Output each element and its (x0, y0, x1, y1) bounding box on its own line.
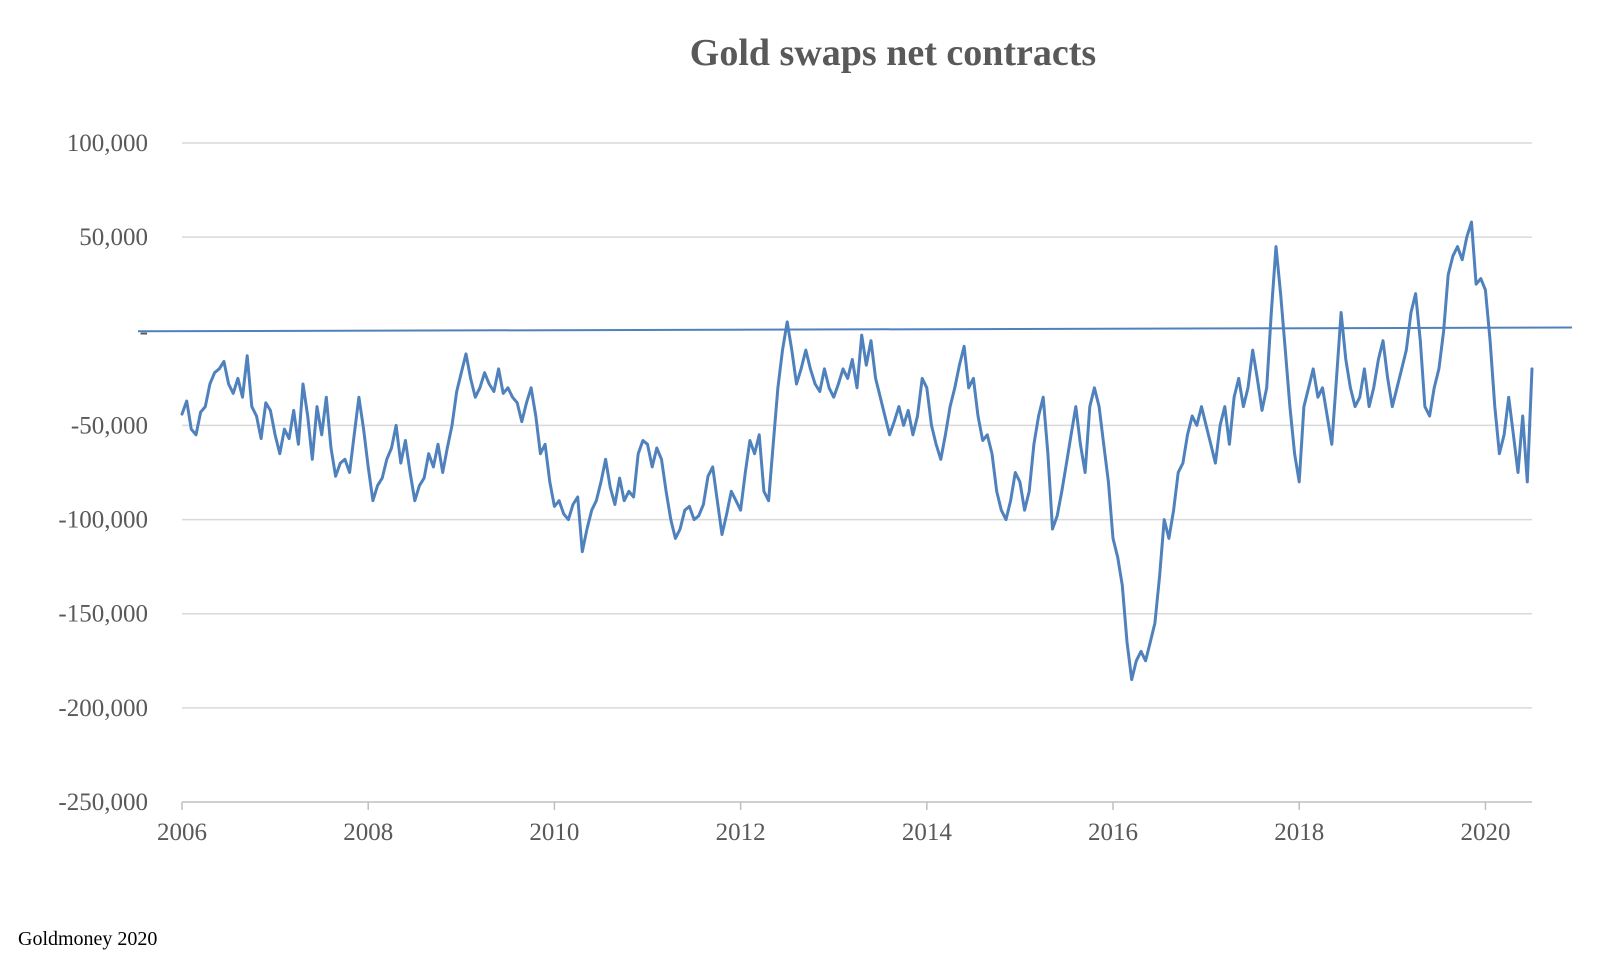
x-tick-label: 2018 (1274, 819, 1324, 846)
source-note: Goldmoney 2020 (18, 928, 158, 950)
x-axis: 2006 2008 2010 2012 2014 2016 2018 2020 (157, 801, 1532, 846)
series-group (180, 220, 1534, 682)
x-tick-label: 2014 (902, 819, 953, 846)
chart-title: Gold swaps net contracts (690, 32, 1096, 74)
reference-line (137, 326, 1573, 333)
reference-line-group (137, 326, 1573, 333)
y-tick-label: -200,000 (58, 695, 148, 722)
x-tick-label: 2020 (1460, 819, 1510, 846)
y-tick-label: 100,000 (67, 130, 148, 157)
y-tick-label: -150,000 (58, 601, 148, 628)
x-tick-label: 2006 (157, 819, 207, 846)
gridlines (182, 142, 1532, 709)
x-tick-label: 2010 (529, 819, 579, 846)
y-tick-label: -250,000 (58, 789, 148, 816)
y-tick-label: -50,000 (71, 412, 148, 439)
x-tick-label: 2016 (1088, 819, 1138, 846)
y-tick-label: 50,000 (79, 224, 148, 251)
series-line-0 (180, 220, 1534, 682)
y-axis: 100,00050,000--50,000-100,000-150,000-20… (58, 130, 148, 816)
x-tick-label: 2012 (716, 819, 766, 846)
x-tick-label: 2008 (343, 819, 393, 846)
y-tick-label: -100,000 (58, 507, 148, 534)
